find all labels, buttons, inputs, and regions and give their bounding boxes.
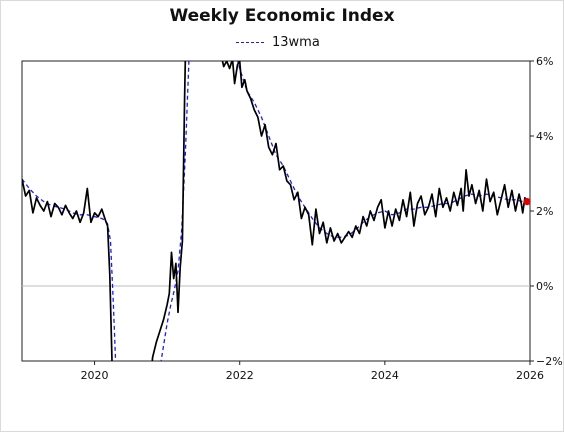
y-tick-label: 6%: [536, 55, 553, 68]
chart-title: Weekly Economic Index: [169, 6, 395, 26]
x-tick-label: 2020: [81, 369, 109, 382]
y-tick-label: 2%: [536, 205, 553, 218]
y-tick-label: 0%: [536, 280, 553, 293]
x-tick-label: 2026: [516, 369, 544, 382]
series-line-weekly: [22, 61, 528, 361]
plot-area: [21, 60, 531, 362]
chart-legend: 13wma: [236, 35, 320, 50]
x-tick-label: 2024: [371, 369, 399, 382]
y-tick-label: −2%: [536, 355, 563, 368]
latest-value-marker: [523, 198, 531, 206]
legend-label-13wma: 13wma: [272, 35, 320, 50]
x-tick-label: 2022: [226, 369, 254, 382]
legend-swatch-13wma: [236, 42, 264, 43]
y-tick-label: 4%: [536, 130, 553, 143]
